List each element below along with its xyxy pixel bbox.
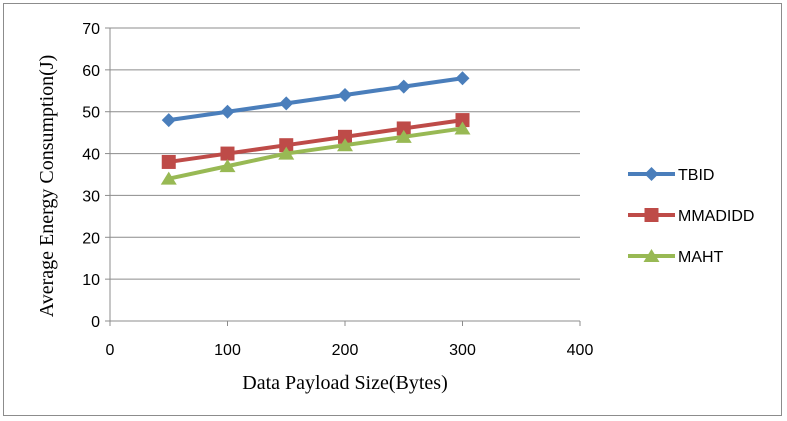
legend: TBID MMADIDD MAHT bbox=[628, 167, 754, 266]
x-tick-label: 300 bbox=[449, 342, 476, 359]
data-point-mmadidd bbox=[279, 138, 294, 153]
data-point-tbid bbox=[220, 104, 235, 119]
plot-series bbox=[160, 71, 471, 185]
y-tick-label: 50 bbox=[82, 105, 100, 122]
y-tick-label: 70 bbox=[82, 21, 100, 38]
y-tick-label: 60 bbox=[82, 63, 100, 80]
data-point-tbid bbox=[396, 79, 411, 94]
data-point-mmadidd bbox=[161, 154, 176, 169]
data-point-maht bbox=[278, 146, 295, 160]
data-point-maht bbox=[160, 171, 177, 185]
y-tick-labels: 0 10 20 30 40 50 60 70 bbox=[82, 21, 100, 331]
y-tick-label: 30 bbox=[82, 188, 100, 205]
data-point-tbid bbox=[338, 87, 352, 102]
series-line-maht bbox=[168, 126, 463, 181]
data-point-maht bbox=[337, 138, 353, 152]
x-tick-labels: 0 100 200 300 400 bbox=[106, 342, 594, 359]
x-tick-label: 200 bbox=[332, 342, 359, 359]
series-line-mmadidd bbox=[168, 118, 463, 164]
data-point-tbid bbox=[279, 96, 294, 111]
data-point-mmadidd bbox=[338, 129, 352, 144]
axes bbox=[105, 27, 581, 326]
legend-label-tbid: TBID bbox=[678, 167, 714, 184]
data-point-maht bbox=[219, 159, 236, 173]
legend-marker-mmadidd bbox=[644, 208, 659, 222]
data-point-mmadidd bbox=[396, 121, 411, 136]
x-axis-title: Data Payload Size(Bytes) bbox=[242, 372, 448, 394]
x-tick-label: 400 bbox=[567, 342, 594, 359]
y-axis-title: Average Energy Consumption(J) bbox=[36, 55, 58, 318]
y-tick-label: 10 bbox=[82, 272, 100, 289]
data-point-mmadidd bbox=[455, 113, 470, 128]
data-point-mmadidd bbox=[220, 146, 235, 161]
legend-label-maht: MAHT bbox=[678, 249, 724, 266]
y-tick-label: 40 bbox=[82, 147, 100, 164]
x-tick-label: 0 bbox=[106, 342, 115, 359]
data-point-tbid bbox=[455, 71, 470, 86]
legend-marker-tbid bbox=[644, 167, 659, 181]
data-point-maht bbox=[395, 129, 412, 143]
y-tick-label: 20 bbox=[82, 230, 100, 247]
gridlines bbox=[110, 27, 580, 280]
data-point-tbid bbox=[161, 113, 176, 128]
legend-label-mmadidd: MMADIDD bbox=[678, 208, 754, 225]
y-tick-label: 0 bbox=[91, 314, 100, 331]
legend-marker-maht bbox=[643, 249, 660, 262]
x-tick-label: 100 bbox=[214, 342, 241, 359]
series-line-tbid bbox=[168, 76, 463, 123]
data-point-maht bbox=[454, 121, 471, 135]
